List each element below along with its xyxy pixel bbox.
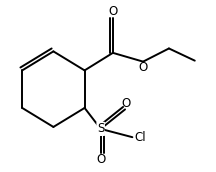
Text: O: O xyxy=(108,5,118,18)
Text: Cl: Cl xyxy=(135,131,146,144)
Text: O: O xyxy=(121,96,130,110)
Text: O: O xyxy=(138,61,148,74)
Text: S: S xyxy=(97,122,104,135)
Text: O: O xyxy=(96,153,105,166)
